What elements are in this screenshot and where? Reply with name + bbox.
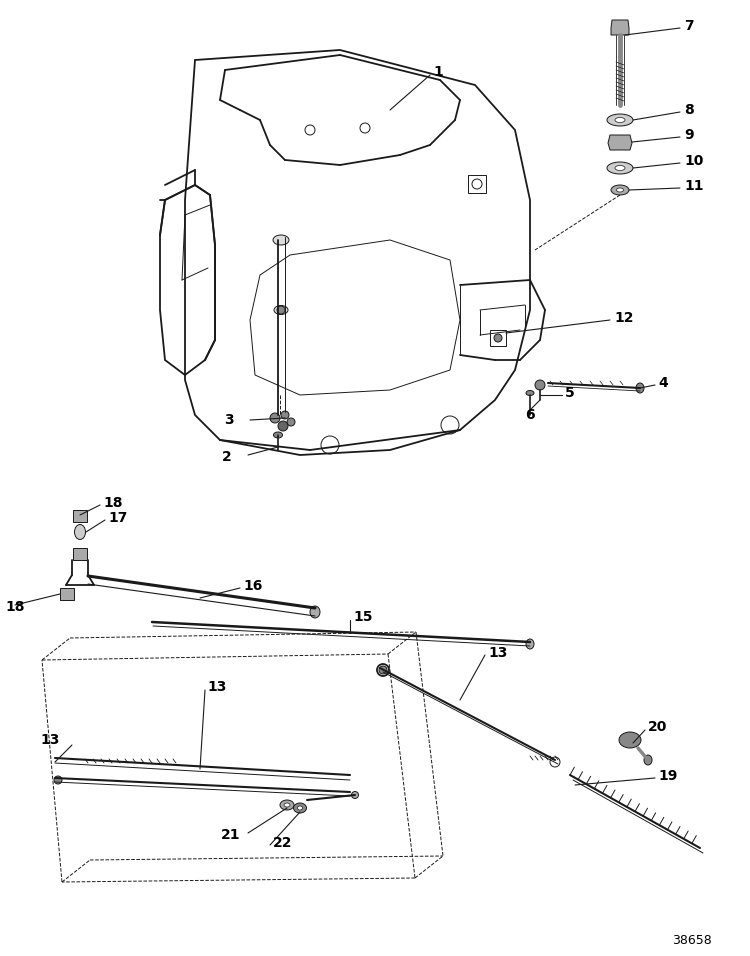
- Circle shape: [379, 666, 387, 674]
- Ellipse shape: [298, 806, 302, 810]
- Circle shape: [270, 413, 280, 423]
- Ellipse shape: [607, 162, 633, 174]
- Circle shape: [287, 418, 295, 426]
- Text: 18: 18: [103, 496, 122, 510]
- Ellipse shape: [274, 306, 288, 315]
- Text: 4: 4: [658, 376, 668, 390]
- Ellipse shape: [644, 755, 652, 765]
- Circle shape: [277, 306, 285, 314]
- Text: 19: 19: [658, 769, 677, 783]
- Ellipse shape: [616, 188, 623, 192]
- Bar: [490, 330, 506, 346]
- Circle shape: [278, 421, 288, 431]
- Text: 8: 8: [684, 103, 694, 117]
- Text: 7: 7: [684, 19, 694, 33]
- Ellipse shape: [636, 383, 644, 393]
- Ellipse shape: [284, 803, 290, 807]
- Circle shape: [494, 334, 502, 342]
- Text: 3: 3: [224, 413, 234, 427]
- Polygon shape: [611, 20, 629, 35]
- Ellipse shape: [526, 639, 534, 649]
- Text: 13: 13: [488, 646, 507, 660]
- Text: 13: 13: [207, 680, 226, 694]
- Text: 18: 18: [5, 600, 25, 614]
- Bar: [73, 510, 87, 522]
- Ellipse shape: [611, 185, 629, 195]
- Ellipse shape: [274, 432, 283, 438]
- Bar: [468, 175, 486, 193]
- Text: 13: 13: [40, 733, 60, 747]
- Text: 11: 11: [684, 179, 703, 193]
- Ellipse shape: [615, 165, 625, 170]
- Text: 5: 5: [565, 386, 574, 400]
- Ellipse shape: [293, 803, 307, 813]
- Text: 10: 10: [684, 154, 703, 168]
- Text: 22: 22: [273, 836, 292, 850]
- Ellipse shape: [526, 390, 534, 396]
- Bar: [60, 588, 74, 600]
- Text: 1: 1: [433, 65, 442, 79]
- Polygon shape: [608, 135, 632, 150]
- Ellipse shape: [273, 235, 289, 245]
- Text: 2: 2: [222, 450, 232, 464]
- Text: 6: 6: [525, 408, 535, 422]
- Bar: [73, 548, 87, 560]
- Text: 9: 9: [684, 128, 694, 142]
- Circle shape: [535, 380, 545, 390]
- Text: 12: 12: [614, 311, 634, 325]
- Ellipse shape: [54, 776, 62, 784]
- Ellipse shape: [607, 114, 633, 126]
- Circle shape: [281, 411, 289, 419]
- Text: 20: 20: [648, 720, 668, 734]
- Ellipse shape: [310, 606, 320, 618]
- Ellipse shape: [74, 525, 86, 539]
- Ellipse shape: [280, 800, 294, 810]
- Text: 21: 21: [220, 828, 240, 842]
- Text: 17: 17: [108, 511, 128, 525]
- Text: 16: 16: [243, 579, 262, 593]
- Ellipse shape: [619, 732, 641, 748]
- Text: 38658: 38658: [672, 933, 712, 946]
- Text: 15: 15: [353, 610, 373, 624]
- Ellipse shape: [352, 792, 358, 798]
- Ellipse shape: [615, 118, 625, 122]
